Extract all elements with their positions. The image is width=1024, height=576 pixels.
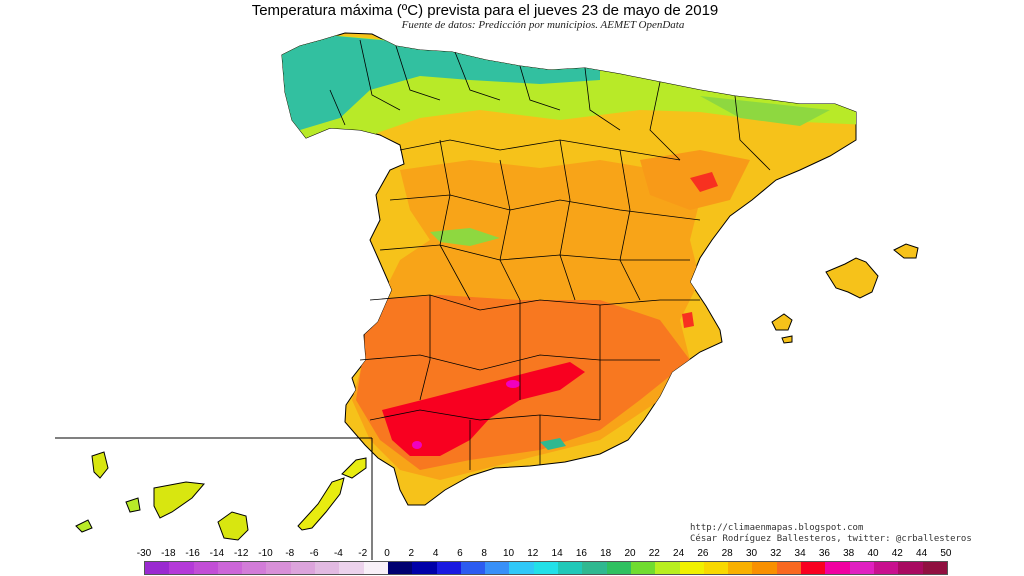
legend-tick-label: -10 — [258, 548, 273, 559]
legend-tick-label: 28 — [721, 548, 733, 559]
guadalquivir-very-hot-zone — [382, 362, 585, 456]
legend-tick-label: -8 — [285, 548, 295, 559]
legend-color-swatch — [655, 562, 680, 574]
legend-tick-label: -4 — [333, 548, 343, 559]
legend-tick-label: 18 — [600, 548, 612, 559]
map-title: Temperatura máxima (ºC) prevista para el… — [251, 2, 719, 19]
legend-tick-label: 0 — [384, 548, 390, 559]
legend-tick-label: 32 — [770, 548, 782, 559]
legend-tick-label: 10 — [502, 548, 515, 559]
province-borders — [329, 39, 771, 470]
legend-tick-label: -6 — [309, 548, 319, 559]
meseta-cool-patch — [430, 228, 500, 246]
credits-author: César Rodríguez Ballesteros, twitter: @c… — [690, 534, 972, 544]
legend-color-swatch — [679, 562, 704, 574]
legend-tick-label: 26 — [697, 548, 709, 559]
legend-color-swatch — [169, 562, 194, 574]
legend-tick-label: 42 — [891, 548, 903, 559]
legend-tick-label: -18 — [161, 548, 176, 559]
lanzarote-island — [341, 457, 367, 479]
legend-tick-label: 34 — [794, 548, 806, 559]
ebro-hot-spot — [690, 172, 718, 192]
legend-color-swatch — [290, 562, 316, 574]
mallorca-island — [825, 257, 879, 299]
legend-color-swatch — [898, 562, 923, 574]
pyrenees-cool-zone — [700, 96, 830, 126]
legend-tick-label: 8 — [481, 548, 487, 559]
legend-tick-label: 36 — [818, 548, 830, 559]
formentera-island — [781, 335, 793, 344]
legend-color-swatch — [242, 562, 267, 574]
legend-color-swatch — [412, 562, 437, 574]
legend-color-swatch — [266, 562, 291, 574]
legend-tick-label: 12 — [527, 548, 539, 559]
credits: http://climaenmapas.blogspot.com César R… — [690, 523, 972, 545]
legend-color-swatch — [728, 562, 753, 574]
legend-tick-label: -30 — [136, 548, 152, 559]
legend-color-swatch — [509, 562, 534, 574]
legend-color-swatch — [873, 562, 899, 574]
legend-color-swatch — [606, 562, 631, 574]
legend-color-swatch — [825, 562, 850, 574]
legend-color-swatch — [801, 562, 826, 574]
legend-tick-label: 16 — [575, 548, 587, 559]
legend-color-swatch — [436, 562, 461, 574]
legend-tick-label: -14 — [209, 548, 225, 559]
legend-color-swatch — [387, 562, 413, 574]
legend-color-swatch — [485, 562, 510, 574]
legend-color-swatch — [460, 562, 486, 574]
credits-url: http://climaenmapas.blogspot.com — [690, 523, 864, 533]
legend-tick-label: 50 — [940, 548, 952, 559]
sierra-nevada-cool — [540, 438, 566, 450]
map-subtitle: Fuente de datos: Predicción por municipi… — [401, 19, 685, 31]
legend-color-swatch — [315, 562, 340, 574]
legend-color-swatch — [922, 562, 947, 574]
gran-canaria-island — [217, 511, 249, 541]
legend-color-swatch — [558, 562, 583, 574]
legend-color-swatch — [703, 562, 729, 574]
legend-color-swatch — [752, 562, 777, 574]
fuerteventura-island — [297, 477, 345, 531]
legend-color-swatch — [193, 562, 218, 574]
legend-tick-label: -2 — [358, 548, 368, 559]
legend-tick-label: 24 — [673, 548, 685, 559]
legend-tick-label: -16 — [185, 548, 200, 559]
tenerife-island — [153, 481, 205, 519]
legend-tick-label: 22 — [648, 548, 660, 559]
ibiza-island — [771, 313, 793, 331]
el-hierro-island — [75, 519, 93, 533]
legend-tick-label: 30 — [745, 548, 758, 559]
legend-color-swatch — [533, 562, 559, 574]
legend-tick-label: 38 — [843, 548, 855, 559]
legend-color-swatch — [339, 562, 364, 574]
legend-tick-label: 40 — [867, 548, 879, 559]
legend-tick-label: 2 — [408, 548, 415, 559]
legend-tick-label: 20 — [624, 548, 636, 559]
jaen-extreme-spot — [506, 380, 520, 388]
seville-extreme-spot — [412, 441, 422, 449]
legend-color-swatch — [363, 562, 388, 574]
legend-tick-label: 44 — [916, 548, 928, 559]
la-gomera-island — [125, 497, 141, 513]
legend-color-swatch — [582, 562, 607, 574]
legend-color-swatch — [145, 562, 170, 574]
legend-tick-label: 4 — [432, 548, 439, 559]
menorca-island — [893, 243, 919, 259]
legend-tick-label: 14 — [551, 548, 563, 559]
legend-tick-labels: -30 -18 -16 -14 -12 -10 -8 -6 -4 -2 0 2 4 6 8 10 12 14 16 1… — [132, 548, 958, 560]
legend-color-bar — [144, 561, 948, 575]
legend-tick-label: 6 — [457, 548, 463, 559]
legend-tick-label: -12 — [233, 548, 249, 559]
legend-color-swatch — [849, 562, 874, 574]
legend-color-swatch — [630, 562, 656, 574]
la-palma-island — [91, 451, 109, 479]
legend-color-swatch — [217, 562, 243, 574]
legend-color-swatch — [776, 562, 802, 574]
valencia-hot-spot — [682, 312, 694, 328]
